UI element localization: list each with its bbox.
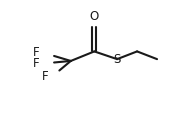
Text: S: S: [113, 53, 121, 66]
Text: F: F: [42, 70, 48, 83]
Text: F: F: [33, 46, 39, 59]
Text: O: O: [90, 10, 99, 23]
Text: F: F: [33, 57, 39, 70]
